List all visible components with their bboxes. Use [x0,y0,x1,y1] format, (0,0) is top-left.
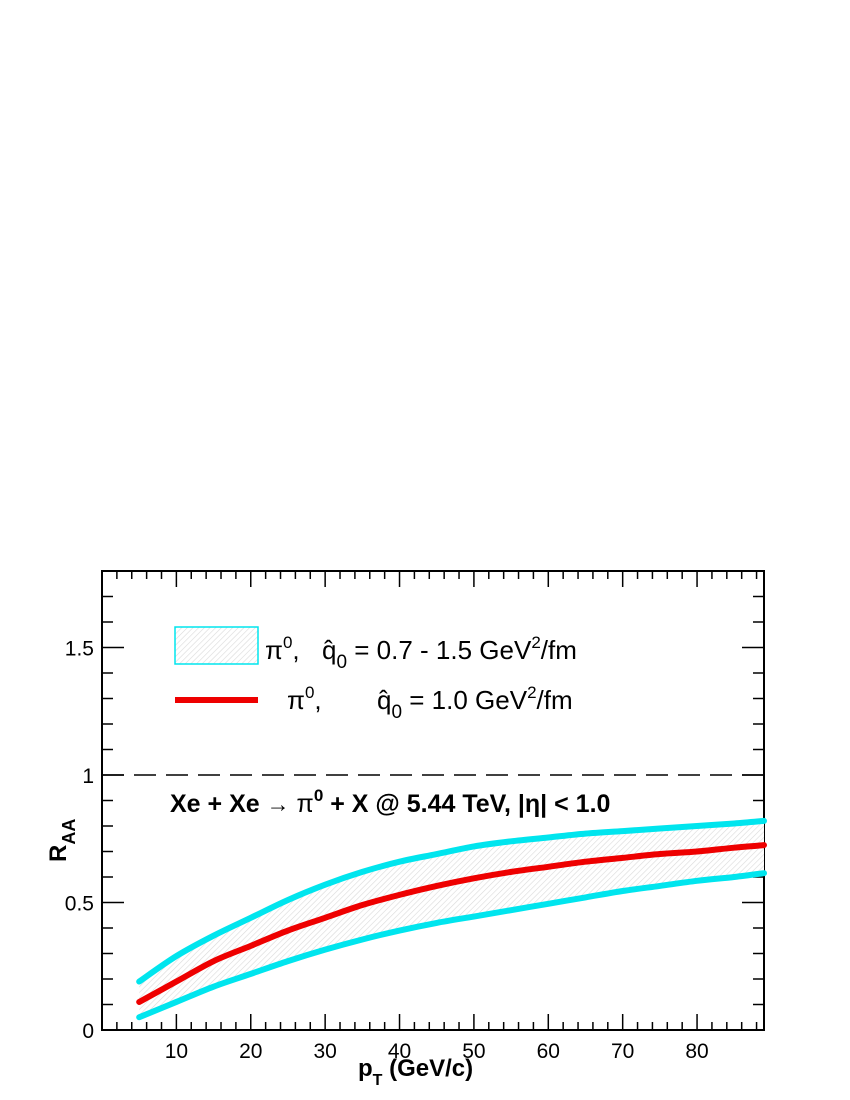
y-axis-title-sub: AA [59,819,79,845]
legend-band-qhat: q̂ [322,635,336,665]
annotation-particle-sup: 0 [314,786,323,805]
legend-entry-band: π0, q̂0 = 0.7 - 1.5 GeV2/fm [265,633,577,673]
x-tick-label: 20 [239,1040,262,1063]
legend-line-qsub: 0 [391,702,402,723]
central-line [136,842,767,1005]
legend-band-particle-sup: 0 [283,633,292,652]
annotation-post: + X @ 5.44 TeV, |η| < 1.0 [323,790,610,818]
legend-line-eq: = 1.0 GeV [402,685,528,715]
y-tick-label: 0.5 [65,893,94,916]
legend-band-particle: π [265,635,283,665]
x-tick-label: 50 [462,1040,485,1063]
x-tick-label: 40 [388,1040,411,1063]
annotation-arrow: → [267,791,290,817]
y-axis-title-main: R [45,845,72,862]
legend-band-unit-tail: /fm [541,635,577,665]
x-tick-label: 70 [611,1040,634,1063]
x-axis-title-unit: (GeV/c) [382,1055,473,1082]
y-tick-labels: 0 0.5 1 1.5 [65,638,94,1044]
x-axis-title-sub: T [373,1072,383,1089]
y-tick-label: 1 [82,765,94,788]
annotation-particle: π [290,790,314,818]
y-tick-label: 0 [82,1020,94,1043]
x-tick-label: 10 [165,1040,188,1063]
legend-band-swatch [174,626,259,665]
band-upper-line [136,817,767,985]
x-tick-label: 80 [685,1040,708,1063]
legend-line-particle-sup: 0 [305,683,314,702]
legend-line-unit-sup: 2 [527,683,536,702]
y-tick-label: 1.5 [65,638,94,661]
x-tick-label: 30 [313,1040,336,1063]
legend-band-sep: , [292,635,306,665]
legend-band-unit-sup: 2 [531,633,540,652]
legend: π0, q̂0 = 0.7 - 1.5 GeV2/fm π0, q̂0 = 1.0… [174,626,577,723]
x-tick-labels: 10 20 30 40 50 60 70 80 [165,1040,709,1063]
x-axis-title-main: p [358,1055,373,1082]
legend-line-particle: π [287,685,305,715]
band-lower-line [136,870,767,1021]
legend-line-qhat: q̂ [377,685,391,715]
x-axis-title: pT (GeV/c) [358,1055,473,1089]
y-axis-title: RAA [45,819,79,862]
legend-entry-line: π0, q̂0 = 1.0 GeV2/fm [287,683,573,723]
collision-annotation: Xe + Xe → π0 + X @ 5.44 TeV, |η| < 1.0 [170,786,610,818]
legend-band-eq: = 0.7 - 1.5 GeV [347,635,532,665]
annotation-pre: Xe + Xe [170,790,267,818]
legend-band-qsub: 0 [336,652,347,673]
legend-line-unit-tail: /fm [537,685,573,715]
legend-line-sep: , [314,685,321,715]
x-tick-label: 60 [537,1040,560,1063]
